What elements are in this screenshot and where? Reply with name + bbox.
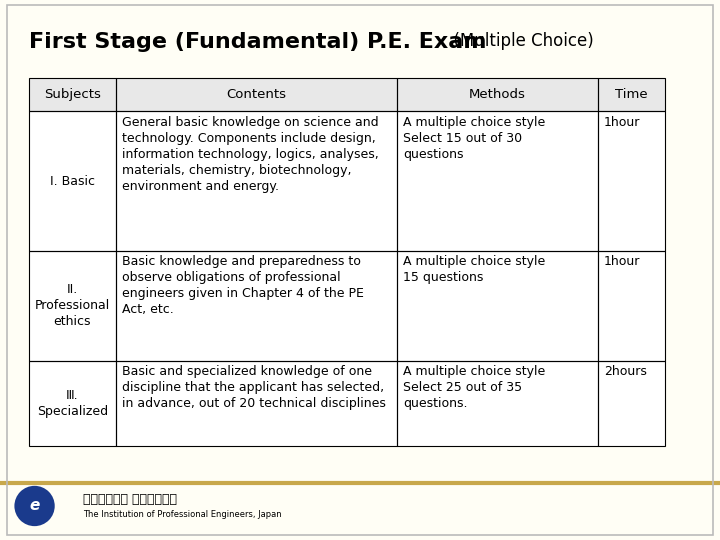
- Bar: [29, 78, 116, 111]
- Bar: [598, 361, 665, 446]
- Bar: [598, 111, 665, 251]
- Bar: [116, 251, 397, 361]
- Text: First Stage (Fundamental) P.E. Exam: First Stage (Fundamental) P.E. Exam: [29, 32, 486, 52]
- Bar: [397, 78, 598, 111]
- Bar: [116, 361, 397, 446]
- Text: Basic knowledge and preparedness to
observe obligations of professional
engineer: Basic knowledge and preparedness to obse…: [122, 255, 364, 316]
- Bar: [29, 251, 116, 361]
- Ellipse shape: [14, 486, 55, 526]
- Text: 2hours: 2hours: [603, 366, 647, 379]
- Text: Ⅲ.
Specialized: Ⅲ. Specialized: [37, 389, 108, 418]
- Text: General basic knowledge on science and
technology. Components include design,
in: General basic knowledge on science and t…: [122, 116, 378, 193]
- Bar: [598, 251, 665, 361]
- Text: Time: Time: [615, 89, 648, 102]
- Bar: [116, 251, 397, 361]
- Bar: [397, 251, 598, 361]
- Bar: [116, 111, 397, 251]
- Bar: [598, 78, 665, 111]
- Text: I. Basic: I. Basic: [50, 174, 95, 187]
- Text: 1hour: 1hour: [603, 255, 640, 268]
- Text: e: e: [30, 498, 40, 514]
- Text: A multiple choice style
Select 25 out of 35
questions.: A multiple choice style Select 25 out of…: [403, 366, 545, 410]
- Bar: [116, 78, 397, 111]
- Bar: [116, 111, 397, 251]
- Bar: [397, 251, 598, 361]
- Bar: [29, 78, 116, 111]
- Bar: [29, 361, 116, 446]
- Bar: [397, 361, 598, 446]
- Bar: [29, 361, 116, 446]
- Bar: [397, 78, 598, 111]
- Bar: [29, 111, 116, 251]
- Text: Contents: Contents: [227, 89, 287, 102]
- Bar: [598, 111, 665, 251]
- Text: The Institution of Professional Engineers, Japan: The Institution of Professional Engineer…: [83, 510, 282, 518]
- Bar: [116, 361, 397, 446]
- Bar: [29, 251, 116, 361]
- Text: Subjects: Subjects: [44, 89, 101, 102]
- Text: A multiple choice style
Select 15 out of 30
questions: A multiple choice style Select 15 out of…: [403, 116, 545, 161]
- Bar: [116, 78, 397, 111]
- Text: A multiple choice style
15 questions: A multiple choice style 15 questions: [403, 255, 545, 284]
- Bar: [397, 361, 598, 446]
- Bar: [397, 111, 598, 251]
- Text: (Multiple Choice): (Multiple Choice): [443, 32, 593, 50]
- Bar: [397, 111, 598, 251]
- Text: Methods: Methods: [469, 89, 526, 102]
- Bar: [598, 78, 665, 111]
- Text: II.
Professional
ethics: II. Professional ethics: [35, 284, 110, 328]
- Bar: [29, 111, 116, 251]
- Text: Basic and specialized knowledge of one
discipline that the applicant has selecte: Basic and specialized knowledge of one d…: [122, 366, 385, 410]
- Bar: [598, 361, 665, 446]
- Text: 公益社団法人 日本技術士会: 公益社団法人 日本技術士会: [83, 493, 177, 506]
- Bar: [598, 251, 665, 361]
- Text: 1hour: 1hour: [603, 116, 640, 129]
